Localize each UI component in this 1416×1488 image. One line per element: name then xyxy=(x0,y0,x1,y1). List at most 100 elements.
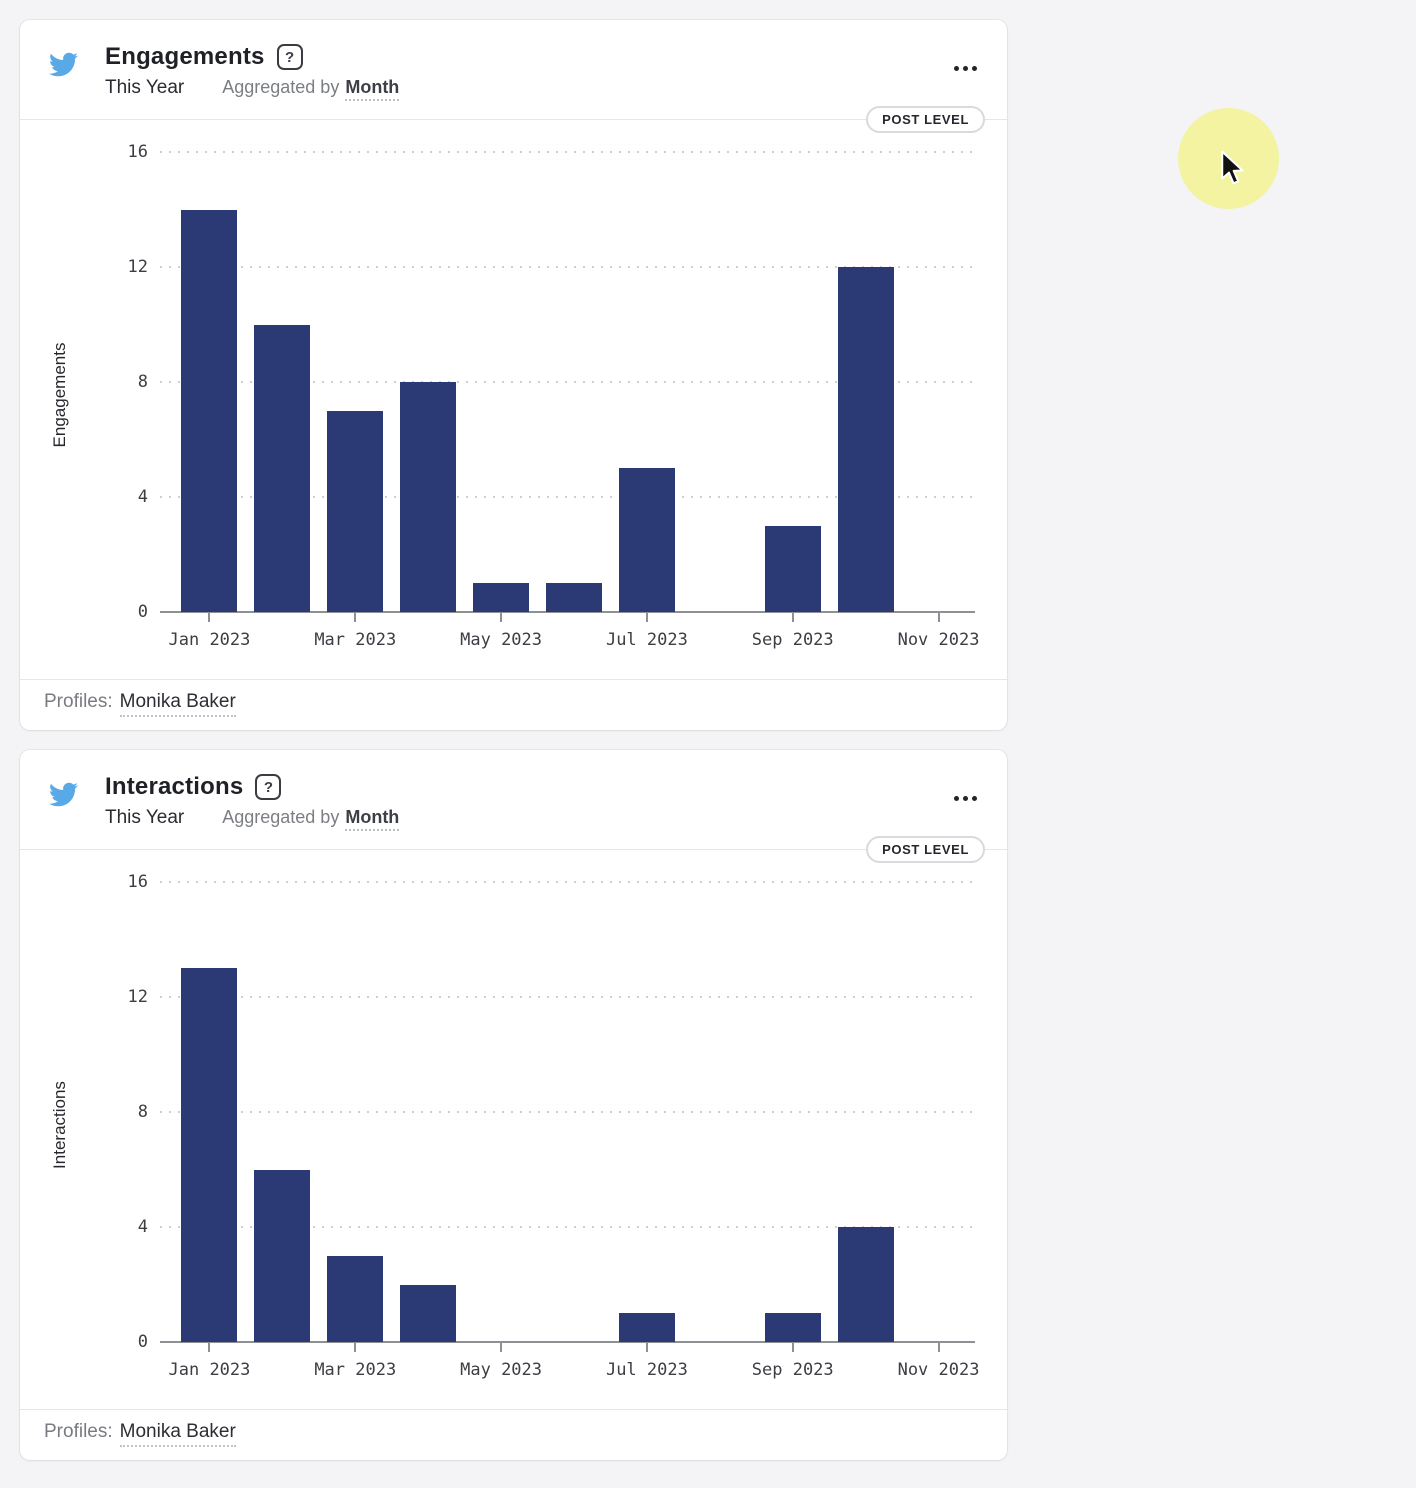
bar-slot-sep-2023 xyxy=(756,882,829,1342)
bar-slot-jan-2023 xyxy=(173,152,246,612)
gridline xyxy=(160,151,975,153)
bar[interactable] xyxy=(618,468,675,612)
y-tick-label: 12 xyxy=(127,987,148,1007)
y-tick-label: 0 xyxy=(137,602,148,622)
bar-slot-may-2023 xyxy=(465,882,538,1342)
gridline xyxy=(160,381,975,383)
bar[interactable] xyxy=(473,583,530,612)
bar-chart xyxy=(173,882,975,1352)
profiles-link[interactable]: Monika Baker xyxy=(119,1421,236,1447)
gridline xyxy=(160,881,975,883)
card-footer: Profiles: Monika Baker xyxy=(44,691,236,719)
x-axis-tick xyxy=(937,613,940,622)
x-axis-line xyxy=(160,611,975,613)
x-tick-label: Sep 2023 xyxy=(751,1360,834,1380)
x-axis-tick xyxy=(208,613,211,622)
more-menu-button[interactable] xyxy=(949,788,981,808)
x-tick-label: Nov 2023 xyxy=(897,630,980,650)
x-tick-label: Jan 2023 xyxy=(168,630,251,650)
x-axis-labels: Jan 2023 Mar 2023 May 2023 Jul 2023 Sep 2023… xyxy=(169,1360,980,1386)
bar-slot-feb-2023 xyxy=(246,152,319,612)
profiles-label: Profiles: xyxy=(44,691,113,712)
aggregated-by-month-link[interactable]: Month xyxy=(345,807,400,831)
gridline xyxy=(160,1111,975,1113)
bar[interactable] xyxy=(181,209,238,612)
chart-gridlines xyxy=(160,881,975,1343)
card-header: Interactions ? xyxy=(105,770,282,804)
y-tick-label: 12 xyxy=(127,257,148,277)
bar-chart xyxy=(173,152,975,622)
x-tick-label: Nov 2023 xyxy=(897,1360,980,1380)
bar-slot-nov-2023 xyxy=(902,882,975,1342)
aggregated-by-month-link[interactable]: Month xyxy=(345,77,400,101)
bar-slot-jul-2023 xyxy=(610,882,683,1342)
bar-slot-jun-2023 xyxy=(538,152,611,612)
footer-divider xyxy=(20,1409,1007,1410)
x-tick-label: Sep 2023 xyxy=(751,630,834,650)
bar-slot-apr-2023 xyxy=(392,152,465,612)
y-tick-label: 4 xyxy=(137,1217,148,1237)
gridline xyxy=(160,1226,975,1228)
twitter-icon xyxy=(49,782,79,807)
x-axis-tick xyxy=(208,1343,211,1352)
help-icon[interactable]: ? xyxy=(255,774,282,800)
x-tick-label: Mar 2023 xyxy=(314,1360,397,1380)
bar-slot-sep-2023 xyxy=(756,152,829,612)
profiles-label: Profiles: xyxy=(44,1421,113,1442)
gridline xyxy=(160,996,975,998)
x-tick-label: Jan 2023 xyxy=(168,1360,251,1380)
aggregated-by-label: Aggregated by xyxy=(222,77,340,97)
bar-slot-may-2023 xyxy=(465,152,538,612)
bar[interactable] xyxy=(181,968,238,1342)
ellipsis-icon xyxy=(953,795,959,801)
bar[interactable] xyxy=(254,1169,311,1342)
help-glyph: ? xyxy=(263,778,274,796)
x-axis-tick xyxy=(500,613,503,622)
bar[interactable] xyxy=(837,1227,894,1342)
x-axis-tick xyxy=(645,1343,648,1352)
card-title: Engagements xyxy=(105,43,265,70)
header-divider xyxy=(20,119,1007,120)
bar[interactable] xyxy=(254,324,311,612)
y-tick-label: 8 xyxy=(137,1102,148,1122)
bar[interactable] xyxy=(764,1313,821,1342)
gridline xyxy=(160,496,975,498)
ellipsis-icon xyxy=(953,65,959,71)
y-tick-label: 16 xyxy=(127,142,148,162)
bar-slot-oct-2023 xyxy=(829,152,902,612)
chart-gridlines xyxy=(160,151,975,613)
bar[interactable] xyxy=(545,583,602,612)
gridline xyxy=(160,266,975,268)
profiles-link[interactable]: Monika Baker xyxy=(119,691,236,717)
bar[interactable] xyxy=(327,1255,384,1342)
x-axis-tick xyxy=(645,613,648,622)
bar[interactable] xyxy=(327,410,384,612)
card-header: Engagements ? xyxy=(105,40,303,74)
bar[interactable] xyxy=(837,267,894,612)
bar[interactable] xyxy=(618,1313,675,1342)
post-level-badge: POST LEVEL xyxy=(866,106,985,133)
bar[interactable] xyxy=(400,1284,457,1342)
card-title: Interactions xyxy=(105,773,244,800)
bar-slot-oct-2023 xyxy=(829,882,902,1342)
y-tick-label: 16 xyxy=(127,872,148,892)
aggregated-by-label: Aggregated by xyxy=(222,807,340,827)
card-subtitle: This Year Aggregated by Month xyxy=(105,807,400,831)
bar-slot-jun-2023 xyxy=(538,882,611,1342)
bar[interactable] xyxy=(400,382,457,612)
x-tick-label: May 2023 xyxy=(460,630,543,650)
more-menu-button[interactable] xyxy=(949,58,981,78)
x-axis-labels: Jan 2023 Mar 2023 May 2023 Jul 2023 Sep 2023… xyxy=(169,630,980,656)
y-tick-label: 4 xyxy=(137,487,148,507)
x-axis-tick xyxy=(937,1343,940,1352)
bar-slot-aug-2023 xyxy=(683,882,756,1342)
bar[interactable] xyxy=(764,525,821,612)
x-axis-line xyxy=(160,1341,975,1343)
date-range-label: This Year xyxy=(105,807,185,828)
interactions-card: Interactions ? This Year Aggregated by M… xyxy=(20,750,1007,1460)
help-icon[interactable]: ? xyxy=(276,44,303,70)
bar-slot-nov-2023 xyxy=(902,152,975,612)
post-level-badge: POST LEVEL xyxy=(866,836,985,863)
bar-slot-jul-2023 xyxy=(610,152,683,612)
